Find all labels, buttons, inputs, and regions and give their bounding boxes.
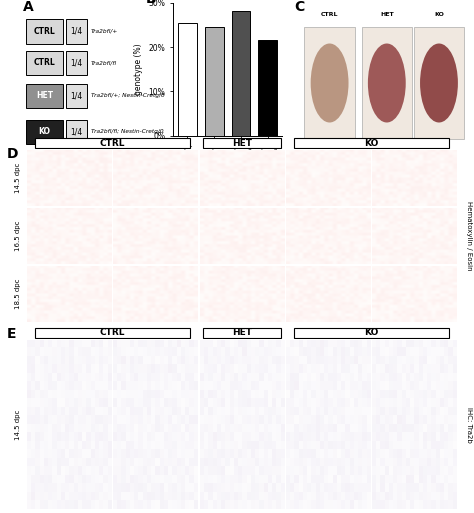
Bar: [66, 84, 87, 108]
Bar: [66, 19, 87, 44]
Bar: [258, 41, 277, 136]
Text: C: C: [294, 0, 304, 14]
Text: 14.5 dpc: 14.5 dpc: [15, 409, 21, 440]
Bar: [66, 120, 87, 144]
Ellipse shape: [420, 44, 458, 123]
Text: CTRL: CTRL: [321, 12, 338, 17]
Bar: [362, 27, 412, 139]
Text: Tra2bfl/+: Tra2bfl/+: [91, 29, 118, 34]
Bar: [178, 23, 197, 136]
Text: 1/4: 1/4: [70, 91, 82, 101]
Text: D: D: [7, 147, 18, 161]
Text: Tra2bfl/+; Nestin-Cretg/0: Tra2bfl/+; Nestin-Cretg/0: [91, 93, 165, 98]
Text: E: E: [7, 327, 17, 341]
Text: HET: HET: [36, 91, 53, 101]
Bar: [26, 51, 63, 75]
Text: 14.5 dpc: 14.5 dpc: [15, 163, 21, 193]
Text: Tra2bfl/fl: Tra2bfl/fl: [91, 61, 117, 65]
Text: 18.5 dpc: 18.5 dpc: [15, 279, 21, 309]
Text: CTRL: CTRL: [34, 58, 55, 67]
Bar: [26, 120, 63, 144]
Text: IHC: Tra2b: IHC: Tra2b: [466, 407, 472, 442]
Text: CTRL: CTRL: [100, 328, 125, 338]
Text: KO: KO: [39, 127, 51, 136]
Text: B: B: [146, 0, 156, 6]
Text: Hematoxylin / Eosin: Hematoxylin / Eosin: [466, 201, 472, 271]
Bar: [66, 51, 87, 75]
Bar: [304, 27, 355, 139]
Text: HET: HET: [232, 328, 252, 338]
Text: KO: KO: [434, 12, 444, 17]
Text: KO: KO: [364, 139, 378, 148]
Text: 1/4: 1/4: [70, 27, 82, 36]
Bar: [26, 19, 63, 44]
Text: CTRL: CTRL: [100, 139, 125, 148]
Text: A: A: [23, 0, 34, 14]
Text: HET: HET: [232, 139, 252, 148]
Ellipse shape: [310, 44, 348, 123]
Bar: [26, 84, 63, 108]
Bar: [205, 27, 224, 136]
Ellipse shape: [368, 44, 406, 123]
Y-axis label: genotype (%): genotype (%): [134, 44, 143, 95]
Text: HET: HET: [380, 12, 393, 17]
Bar: [231, 11, 250, 136]
Text: KO: KO: [364, 328, 378, 338]
Bar: [414, 27, 464, 139]
Text: CTRL: CTRL: [34, 27, 55, 36]
Text: Tra2bfl/fl; Nestin-Cretg/0: Tra2bfl/fl; Nestin-Cretg/0: [91, 129, 164, 134]
Text: 1/4: 1/4: [70, 58, 82, 67]
Text: 1/4: 1/4: [70, 127, 82, 136]
Text: 16.5 dpc: 16.5 dpc: [15, 221, 21, 251]
